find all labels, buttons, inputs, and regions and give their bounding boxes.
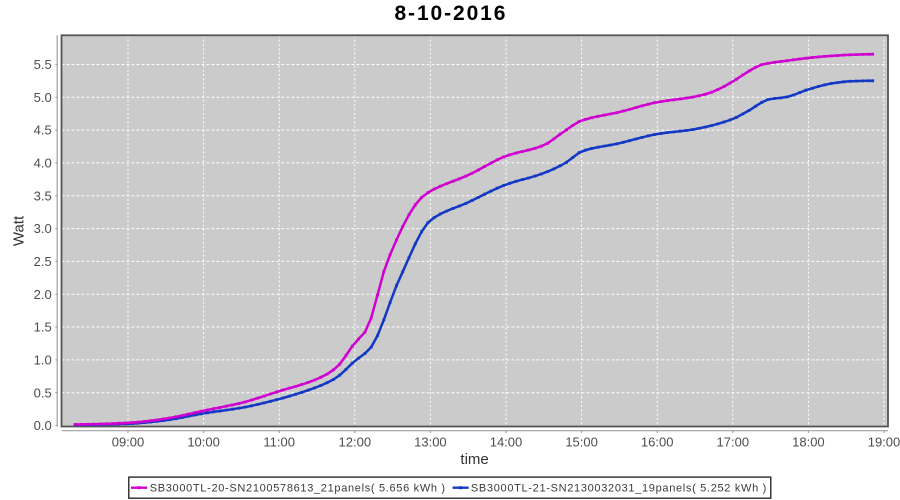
svg-text:4.5: 4.5 <box>34 123 52 138</box>
svg-text:2.5: 2.5 <box>34 254 52 269</box>
svg-text:12:00: 12:00 <box>339 434 372 449</box>
svg-text:1.0: 1.0 <box>34 353 52 368</box>
svg-text:Watt: Watt <box>11 215 28 246</box>
svg-text:SB3000TL-21-SN2130032031_19pan: SB3000TL-21-SN2130032031_19panels( 5.252… <box>471 483 767 495</box>
svg-text:4.0: 4.0 <box>34 156 52 171</box>
svg-text:0.5: 0.5 <box>34 385 52 400</box>
svg-text:SB3000TL-20-SN2100578613_21pan: SB3000TL-20-SN2100578613_21panels( 5.656… <box>150 483 446 495</box>
svg-text:time: time <box>460 451 488 468</box>
svg-text:5.0: 5.0 <box>34 90 52 105</box>
svg-text:1.5: 1.5 <box>34 320 52 335</box>
svg-text:17:00: 17:00 <box>717 434 750 449</box>
svg-text:18:00: 18:00 <box>792 434 825 449</box>
svg-text:0.0: 0.0 <box>34 418 52 433</box>
svg-text:09:00: 09:00 <box>112 434 145 449</box>
svg-text:15:00: 15:00 <box>565 434 598 449</box>
svg-text:16:00: 16:00 <box>641 434 674 449</box>
svg-text:5.5: 5.5 <box>34 57 52 72</box>
svg-text:13:00: 13:00 <box>414 434 447 449</box>
svg-text:19:00: 19:00 <box>868 434 900 449</box>
svg-text:3.0: 3.0 <box>34 221 52 236</box>
svg-text:14:00: 14:00 <box>490 434 523 449</box>
svg-text:3.5: 3.5 <box>34 188 52 203</box>
svg-text:10:00: 10:00 <box>187 434 220 449</box>
svg-text:2.0: 2.0 <box>34 287 52 302</box>
svg-text:11:00: 11:00 <box>263 434 295 449</box>
svg-text:8-10-2016: 8-10-2016 <box>394 2 507 25</box>
